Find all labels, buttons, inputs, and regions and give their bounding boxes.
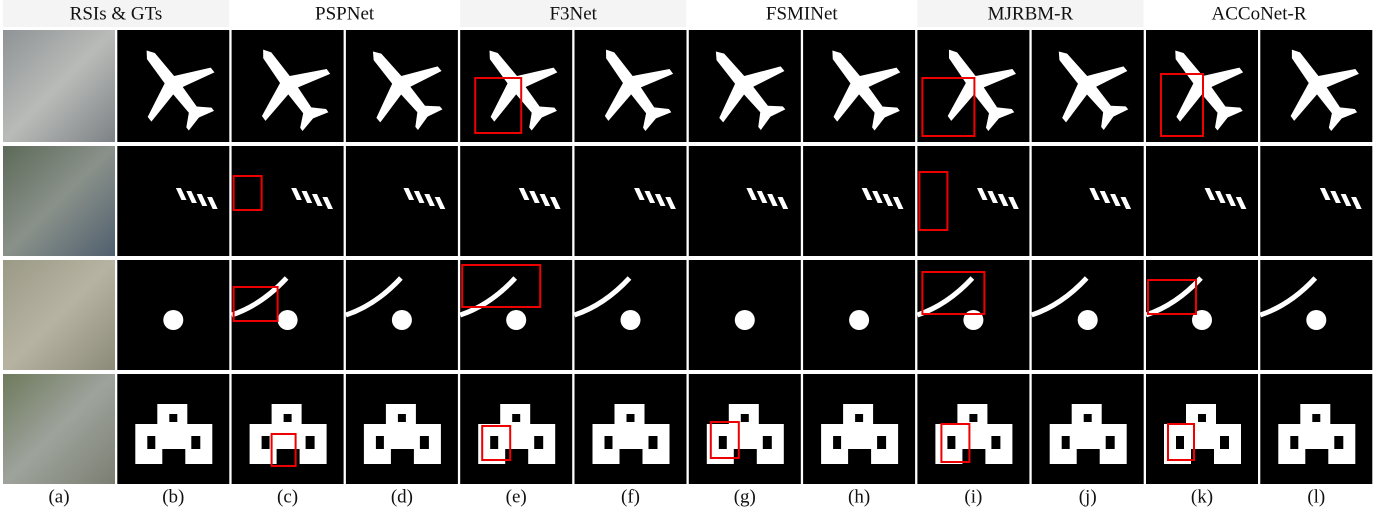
- input-image: [3, 374, 115, 484]
- tile: [342, 26, 460, 146]
- tile: [3, 30, 115, 142]
- tile: [689, 146, 801, 256]
- tile: [1260, 146, 1372, 256]
- tile: [803, 146, 915, 256]
- column-label: (d): [391, 486, 413, 507]
- input-image: [3, 30, 115, 142]
- column-label: (j): [1079, 486, 1097, 507]
- tank: [1306, 310, 1326, 330]
- tile: [1146, 374, 1258, 484]
- figure: RSIs & GTs PSPNet F3Net FSMINet MJRBM-R ACCoN…: [0, 0, 1379, 512]
- tile: [232, 146, 344, 256]
- tank: [278, 310, 298, 330]
- tile: [117, 374, 229, 484]
- tank: [163, 310, 183, 330]
- column-label: (f): [621, 486, 640, 507]
- tile: [917, 26, 1034, 145]
- tank: [1078, 310, 1098, 330]
- input-image: [3, 260, 115, 370]
- tile: [689, 260, 801, 370]
- tile: [460, 374, 572, 484]
- tile: [803, 260, 915, 370]
- column-label: (g): [734, 486, 756, 507]
- tile: [1146, 146, 1258, 256]
- tile: [1032, 146, 1144, 256]
- tile: [346, 260, 458, 370]
- tank: [621, 310, 641, 330]
- input-image: [3, 146, 115, 256]
- tile: [1144, 26, 1262, 145]
- tile: [231, 26, 348, 145]
- tile: [346, 374, 458, 484]
- grid: [3, 26, 1377, 484]
- column-label: (c): [277, 486, 298, 507]
- tile: [346, 146, 458, 256]
- tile: [3, 146, 115, 256]
- tile: [917, 374, 1029, 484]
- tile: [801, 26, 919, 145]
- tile: [117, 260, 229, 370]
- tile: [685, 26, 803, 146]
- tile: [460, 260, 572, 370]
- column-label: (k): [1191, 486, 1213, 507]
- column-label: (a): [48, 486, 69, 507]
- group-title: RSIs & GTs: [70, 3, 163, 24]
- tile: [1032, 260, 1144, 370]
- tile: [3, 260, 115, 370]
- tile: [1032, 374, 1144, 484]
- tile: [574, 26, 691, 145]
- column-label: (l): [1307, 486, 1325, 507]
- group-title: FSMINet: [766, 3, 839, 24]
- tile: [575, 374, 687, 484]
- tile: [458, 26, 576, 145]
- tile: [1146, 260, 1258, 370]
- tile: [460, 146, 572, 256]
- group-title: ACCoNet-R: [1212, 3, 1307, 24]
- tile: [689, 374, 801, 484]
- tile: [575, 146, 687, 256]
- tile: [232, 374, 344, 484]
- column-label: (h): [848, 486, 870, 507]
- column-label: (e): [506, 486, 527, 507]
- tank: [849, 310, 869, 330]
- column-label: (i): [964, 486, 982, 507]
- group-title: MJRBM-R: [988, 3, 1074, 24]
- tile: [232, 260, 344, 370]
- tile: [1260, 374, 1372, 484]
- tile: [1259, 26, 1376, 145]
- tile: [575, 260, 687, 370]
- tile: [917, 260, 1029, 370]
- tile: [3, 374, 115, 484]
- tile: [1028, 26, 1146, 146]
- tile: [917, 146, 1029, 256]
- tank: [392, 310, 412, 330]
- tile: [803, 374, 915, 484]
- tile: [115, 26, 233, 145]
- column-label: (b): [162, 486, 184, 507]
- tile: [117, 146, 229, 256]
- tank: [506, 310, 526, 330]
- tank: [735, 310, 755, 330]
- group-title: PSPNet: [315, 3, 375, 24]
- tile: [1260, 260, 1372, 370]
- group-title: F3Net: [549, 3, 597, 24]
